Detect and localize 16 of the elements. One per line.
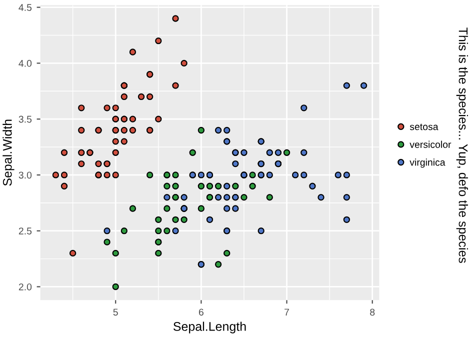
y-tick-label: 3.5 xyxy=(18,116,32,123)
y-tick-label: 4.5 xyxy=(18,4,32,11)
y-axis-title: Sepal.Width xyxy=(2,120,14,186)
legend-label: versicolor xyxy=(410,140,452,148)
y-tick-label: 3.0 xyxy=(18,172,32,179)
x-tick-label: 6 xyxy=(198,308,204,316)
legend-title: This is the species... Yup, defo the species xyxy=(456,28,468,263)
x-axis-title: Sepal.Length xyxy=(173,322,246,334)
y-tick-label: 2.0 xyxy=(18,283,32,290)
x-tick-label: 5 xyxy=(113,308,118,316)
x-tick-label: 7 xyxy=(284,308,289,316)
y-tick-label: 2.5 xyxy=(18,228,32,234)
legend-label: setosa xyxy=(410,124,438,130)
x-tick-label: 8 xyxy=(370,308,375,316)
y-tick-label: 4.0 xyxy=(18,60,32,67)
legend-label: virginica xyxy=(410,158,446,168)
